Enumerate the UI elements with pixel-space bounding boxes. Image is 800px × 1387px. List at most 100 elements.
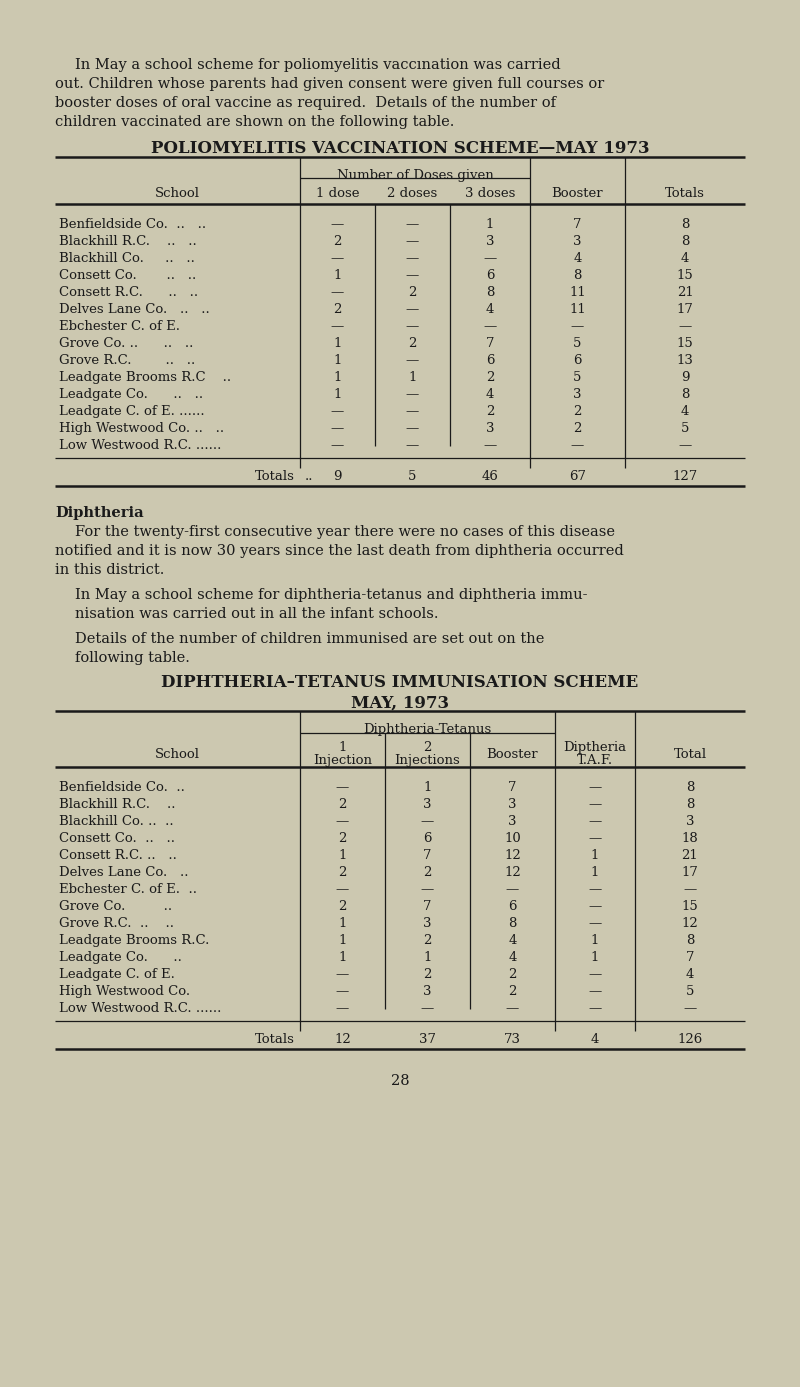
Text: 2: 2 [423, 865, 432, 879]
Text: 1: 1 [591, 933, 599, 947]
Text: —: — [336, 985, 349, 999]
Text: Delves Lane Co.   ..: Delves Lane Co. .. [59, 865, 189, 879]
Text: 1: 1 [338, 917, 346, 931]
Text: Consett R.C. ..   ..: Consett R.C. .. .. [59, 849, 177, 861]
Text: —: — [406, 422, 419, 436]
Text: 7: 7 [686, 951, 694, 964]
Text: T.A.F.: T.A.F. [577, 755, 613, 767]
Text: 7: 7 [574, 218, 582, 232]
Text: —: — [331, 218, 344, 232]
Text: Consett R.C.      ..   ..: Consett R.C. .. .. [59, 286, 198, 300]
Text: 8: 8 [681, 234, 689, 248]
Text: —: — [406, 320, 419, 333]
Text: —: — [506, 1001, 519, 1015]
Text: 12: 12 [504, 865, 521, 879]
Text: 3: 3 [423, 985, 432, 999]
Text: —: — [588, 781, 602, 793]
Text: Totals: Totals [665, 187, 705, 200]
Text: —: — [588, 832, 602, 845]
Text: —: — [588, 900, 602, 913]
Text: —: — [406, 252, 419, 265]
Text: Blackhill R.C.    ..   ..: Blackhill R.C. .. .. [59, 234, 197, 248]
Text: —: — [406, 440, 419, 452]
Text: —: — [331, 422, 344, 436]
Text: 8: 8 [681, 388, 689, 401]
Text: —: — [336, 884, 349, 896]
Text: —: — [483, 320, 497, 333]
Text: 3: 3 [486, 234, 494, 248]
Text: 4: 4 [681, 405, 689, 417]
Text: 21: 21 [677, 286, 694, 300]
Text: Low Westwood R.C. ......: Low Westwood R.C. ...... [59, 440, 222, 452]
Text: 7: 7 [486, 337, 494, 350]
Text: Blackhill Co.     ..   ..: Blackhill Co. .. .. [59, 252, 195, 265]
Text: In May a school scheme for diphtheria-tetanus and diphtheria immu-: In May a school scheme for diphtheria-te… [75, 588, 587, 602]
Text: POLIOMYELITIS VACCINATION SCHEME—MAY 1973: POLIOMYELITIS VACCINATION SCHEME—MAY 197… [150, 140, 650, 157]
Text: 17: 17 [682, 865, 698, 879]
Text: 4: 4 [508, 933, 517, 947]
Text: Leadgate Brooms R.C.: Leadgate Brooms R.C. [59, 933, 210, 947]
Text: 1: 1 [334, 354, 342, 368]
Text: —: — [588, 816, 602, 828]
Text: 4: 4 [508, 951, 517, 964]
Text: 2: 2 [334, 234, 342, 248]
Text: 4: 4 [591, 1033, 599, 1046]
Text: Totals: Totals [255, 470, 295, 483]
Text: —: — [406, 405, 419, 417]
Text: 1: 1 [338, 951, 346, 964]
Text: —: — [331, 286, 344, 300]
Text: Booster: Booster [486, 748, 538, 760]
Text: 3: 3 [574, 388, 582, 401]
Text: ..: .. [305, 470, 314, 483]
Text: —: — [588, 884, 602, 896]
Text: 2: 2 [508, 985, 517, 999]
Text: —: — [571, 440, 584, 452]
Text: 1: 1 [408, 370, 417, 384]
Text: Diptheria: Diptheria [563, 741, 626, 755]
Text: Leadgate Co.      ..   ..: Leadgate Co. .. .. [59, 388, 203, 401]
Text: notified and it is now 30 years since the last death from diphtheria occurred: notified and it is now 30 years since th… [55, 544, 624, 558]
Text: Delves Lane Co.   ..   ..: Delves Lane Co. .. .. [59, 302, 210, 316]
Text: Details of the number of children immunised are set out on the: Details of the number of children immuni… [75, 632, 544, 646]
Text: —: — [683, 884, 697, 896]
Text: School: School [155, 187, 200, 200]
Text: Grove R.C.  ..    ..: Grove R.C. .. .. [59, 917, 174, 931]
Text: 8: 8 [574, 269, 582, 282]
Text: High Westwood Co. ..   ..: High Westwood Co. .. .. [59, 422, 224, 436]
Text: 5: 5 [408, 470, 417, 483]
Text: —: — [506, 884, 519, 896]
Text: 6: 6 [486, 354, 494, 368]
Text: 1: 1 [591, 951, 599, 964]
Text: 12: 12 [504, 849, 521, 861]
Text: Benfieldside Co.  ..   ..: Benfieldside Co. .. .. [59, 218, 206, 232]
Text: 2: 2 [423, 933, 432, 947]
Text: —: — [483, 440, 497, 452]
Text: Consett Co.       ..   ..: Consett Co. .. .. [59, 269, 196, 282]
Text: 8: 8 [686, 781, 694, 793]
Text: —: — [406, 234, 419, 248]
Text: For the twenty-first consecutive year there were no cases of this disease: For the twenty-first consecutive year th… [75, 526, 615, 540]
Text: 6: 6 [486, 269, 494, 282]
Text: 8: 8 [686, 798, 694, 811]
Text: —: — [571, 320, 584, 333]
Text: 15: 15 [677, 269, 694, 282]
Text: Consett Co.  ..   ..: Consett Co. .. .. [59, 832, 175, 845]
Text: 1: 1 [591, 849, 599, 861]
Text: 10: 10 [504, 832, 521, 845]
Text: Number of Doses given: Number of Doses given [337, 169, 494, 182]
Text: Grove R.C.        ..   ..: Grove R.C. .. .. [59, 354, 195, 368]
Text: MAY, 1973: MAY, 1973 [351, 695, 449, 712]
Text: Ebchester C. of E.: Ebchester C. of E. [59, 320, 180, 333]
Text: booster doses of oral vaccine as required.  Detaıls of the number of: booster doses of oral vaccine as require… [55, 96, 556, 110]
Text: Leadgate Co.      ..: Leadgate Co. .. [59, 951, 182, 964]
Text: 127: 127 [672, 470, 698, 483]
Text: 1: 1 [423, 951, 432, 964]
Text: Total: Total [674, 748, 706, 760]
Text: 5: 5 [574, 370, 582, 384]
Text: —: — [336, 781, 349, 793]
Text: 67: 67 [569, 470, 586, 483]
Text: children vaccinated are shown on the following table.: children vaccinated are shown on the fol… [55, 115, 454, 129]
Text: 9: 9 [681, 370, 690, 384]
Text: Low Westwood R.C. ......: Low Westwood R.C. ...... [59, 1001, 222, 1015]
Text: 7: 7 [423, 849, 432, 861]
